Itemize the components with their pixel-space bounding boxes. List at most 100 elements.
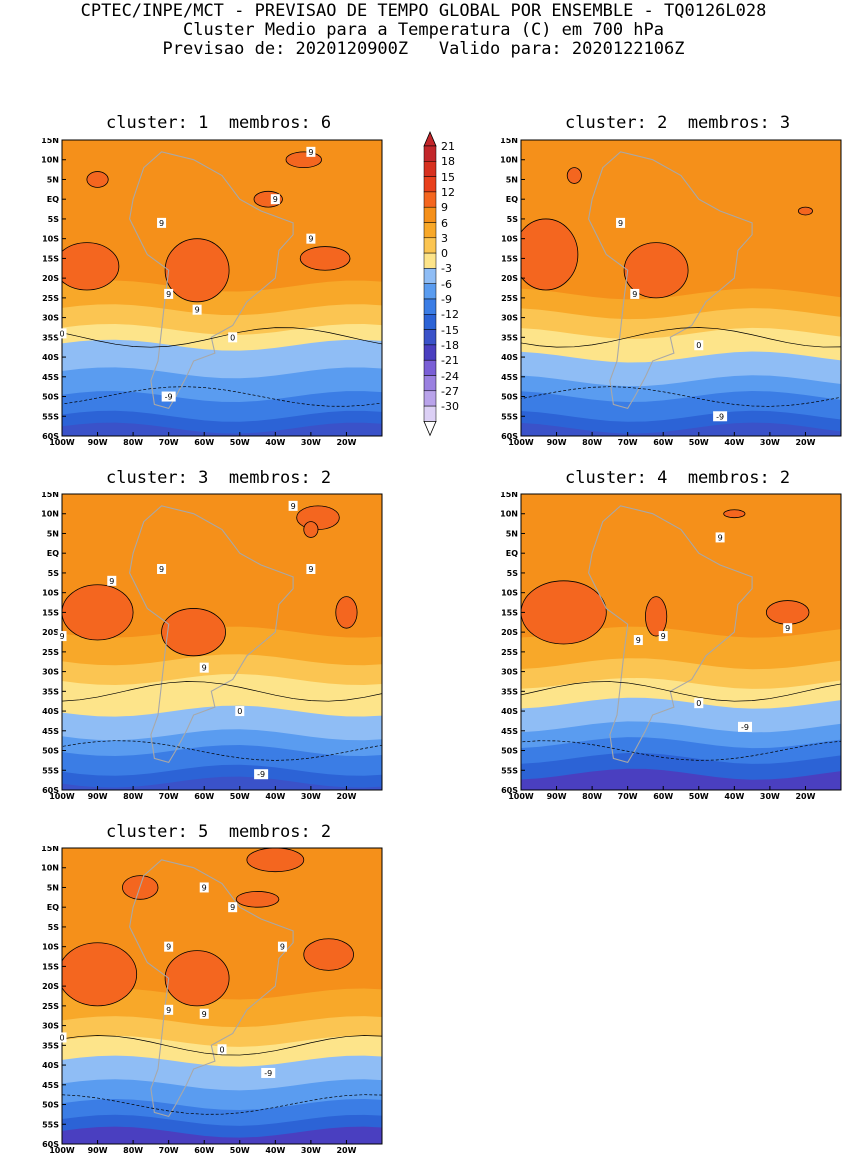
- colorbar-segment: [423, 405, 437, 422]
- map-panel-5: 15N 10N 5N EQ 5S 10S 15S 20S 25S 30S 35S 40S 45S 50S 5…: [41, 846, 383, 1155]
- warm-region: [521, 218, 579, 291]
- lon-label: 90W: [547, 438, 567, 447]
- contour-label-bg: [288, 500, 298, 511]
- warm-region: [86, 171, 109, 188]
- lat-label: 5N: [506, 529, 518, 538]
- lon-label: 80W: [582, 438, 602, 447]
- colorbar-segment: [423, 222, 437, 239]
- contour-label: 9: [661, 632, 666, 641]
- warm-region: [235, 891, 280, 908]
- colorbar-label: -9: [441, 293, 452, 306]
- contour-label-bg: [228, 902, 238, 913]
- lat-label: 50S: [501, 747, 518, 756]
- temperature-band: [62, 1126, 382, 1144]
- colorbar-label: 18: [441, 155, 455, 169]
- lat-label: 30S: [42, 314, 59, 323]
- contour-label-bg: [199, 1008, 209, 1019]
- south-america-outline: [129, 151, 294, 410]
- lon-label: 70W: [618, 792, 638, 801]
- contour-label: -9: [264, 1069, 272, 1078]
- warm-region: [164, 238, 230, 303]
- lat-label: 10S: [42, 589, 59, 598]
- map-frame: [520, 493, 842, 791]
- lon-label: 40W: [724, 438, 744, 447]
- contour-label-bg: [199, 882, 209, 893]
- colorbar-label: -3: [441, 262, 452, 276]
- contour-label: 9: [166, 290, 171, 299]
- contour-label-bg: [164, 1004, 174, 1015]
- contour-label: 0: [696, 341, 701, 350]
- header-line-3: Previsao de: 2020120900Z Valido para: 20…: [162, 39, 685, 59]
- colorbar-label: 6: [441, 216, 448, 230]
- lat-label: 45S: [42, 373, 59, 382]
- lon-label: 60W: [653, 438, 673, 447]
- lon-label: 20W: [336, 438, 356, 447]
- lon-label: 90W: [88, 792, 108, 801]
- contour-label-bg: [161, 391, 176, 402]
- contour-label: -9: [741, 723, 749, 732]
- contour-label: 9: [109, 577, 114, 586]
- lon-label: 40W: [265, 792, 285, 801]
- contour-minus-9: [521, 740, 841, 761]
- lon-label: 50W: [230, 792, 250, 801]
- map-panel-3: 15N 10N 5N EQ 5S 10S 15S 20S 25S 30S 35S 40S 45S 50S 5…: [41, 492, 383, 801]
- lat-label: 15N: [41, 846, 59, 853]
- colorbar: [423, 130, 437, 437]
- lon-label: 30W: [301, 792, 321, 801]
- colorbar-segment: [423, 283, 437, 300]
- lon-label: 20W: [795, 792, 815, 801]
- colorbar-segment: [423, 314, 437, 330]
- contour-label-bg: [658, 631, 668, 642]
- colorbar-label: 12: [441, 185, 455, 199]
- contour-label: 0: [59, 329, 64, 338]
- contour-label-bg: [306, 146, 316, 157]
- contour-label-bg: [57, 1032, 67, 1043]
- lat-label: 10S: [42, 943, 59, 952]
- lon-label: 50W: [689, 792, 709, 801]
- contour-label: 9: [308, 565, 313, 574]
- colorbar-label: 15: [441, 170, 455, 184]
- lon-label: 100W: [508, 792, 534, 801]
- contour-label-bg: [57, 631, 67, 642]
- contour-zero: [62, 681, 382, 702]
- lon-label: 50W: [230, 1146, 250, 1155]
- panel-title-1: cluster: 1 membros: 6: [106, 113, 332, 133]
- lat-label: 40S: [42, 1061, 59, 1070]
- warm-region: [645, 596, 668, 637]
- contour-zero: [62, 1035, 382, 1056]
- lat-label: 25S: [42, 648, 59, 657]
- warm-region: [285, 151, 322, 169]
- lat-label: 60S: [501, 432, 518, 441]
- temperature-band: [521, 422, 841, 436]
- contour-label-bg: [199, 662, 209, 673]
- panel-title-5: cluster: 5 membros: 2: [106, 822, 332, 842]
- contour-label-bg: [157, 217, 167, 228]
- lat-label: 50S: [501, 393, 518, 402]
- lon-label: 70W: [159, 792, 179, 801]
- lat-label: EQ: [506, 549, 518, 558]
- lat-label: 55S: [501, 412, 518, 421]
- lon-label: 90W: [88, 438, 108, 447]
- panel-title-4: cluster: 4 membros: 2: [565, 468, 791, 488]
- contour-label: 9: [618, 219, 623, 228]
- lat-label: 60S: [42, 1140, 59, 1149]
- colorbar-label: -24: [441, 369, 459, 383]
- lat-label: 5N: [47, 529, 59, 538]
- lat-label: 10S: [42, 235, 59, 244]
- lon-label: 70W: [159, 438, 179, 447]
- colorbar-segment: [423, 252, 437, 269]
- contour-label: 0: [237, 707, 242, 716]
- lat-label: 10N: [500, 156, 518, 165]
- lat-label: 10N: [41, 156, 59, 165]
- contour-label-bg: [164, 941, 174, 952]
- lon-label: 30W: [760, 438, 780, 447]
- lat-label: 45S: [501, 727, 518, 736]
- lat-label: 30S: [501, 314, 518, 323]
- lat-label: 45S: [42, 727, 59, 736]
- warm-region: [296, 505, 340, 530]
- warm-region: [797, 206, 813, 216]
- lat-label: EQ: [506, 195, 518, 204]
- contour-label: 9: [166, 1006, 171, 1015]
- warm-region: [623, 242, 689, 299]
- colorbar-arrow-top: [423, 130, 437, 147]
